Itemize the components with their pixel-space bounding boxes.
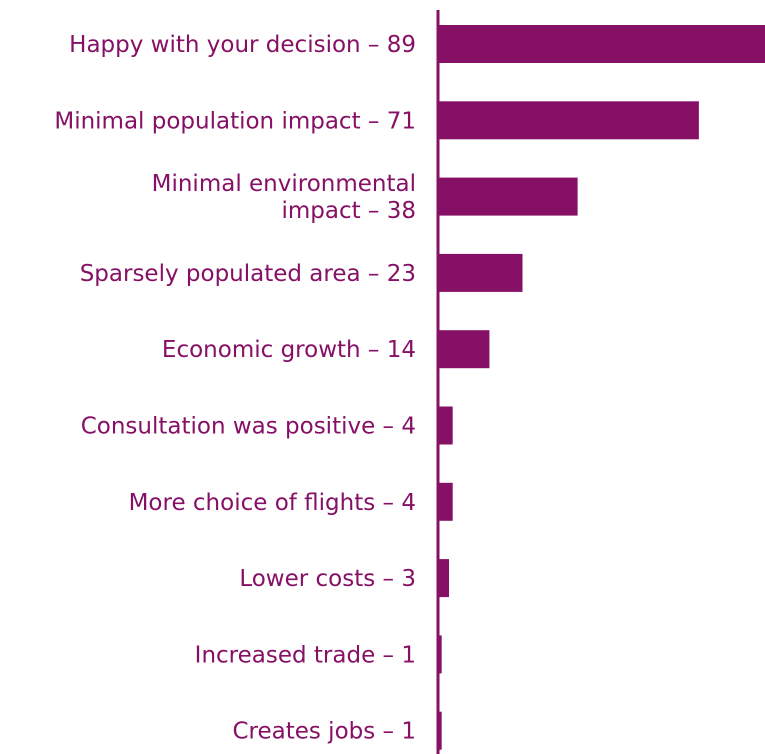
category-label-6: More choice of flights – 4: [129, 490, 416, 516]
category-label-4: Economic growth – 14: [162, 337, 416, 363]
bar-group: [438, 25, 765, 750]
bar-8: [438, 635, 442, 674]
bar-7: [438, 559, 450, 598]
bar-3: [438, 253, 523, 292]
bar-4: [438, 330, 490, 369]
bar-5: [438, 406, 453, 445]
bar-6: [438, 482, 453, 521]
bar-0: [438, 25, 765, 63]
category-label-3: Sparsely populated area – 23: [80, 261, 416, 287]
bar-9: [438, 711, 442, 750]
category-label-1: Minimal population impact – 71: [54, 108, 416, 134]
category-label-5: Consultation was positive – 4: [81, 414, 416, 440]
bar-2: [438, 177, 578, 216]
bar-1: [438, 101, 699, 140]
category-label-group: Happy with your decision – 89 Minimal pop…: [54, 32, 416, 745]
category-label-0: Happy with your decision – 89: [69, 32, 416, 58]
category-label-8: Increased trade – 1: [195, 642, 416, 668]
category-label-7: Lower costs – 3: [239, 566, 416, 592]
category-label-2: Minimal environmental impact – 38: [152, 171, 416, 224]
category-label-9: Creates jobs – 1: [232, 719, 416, 745]
